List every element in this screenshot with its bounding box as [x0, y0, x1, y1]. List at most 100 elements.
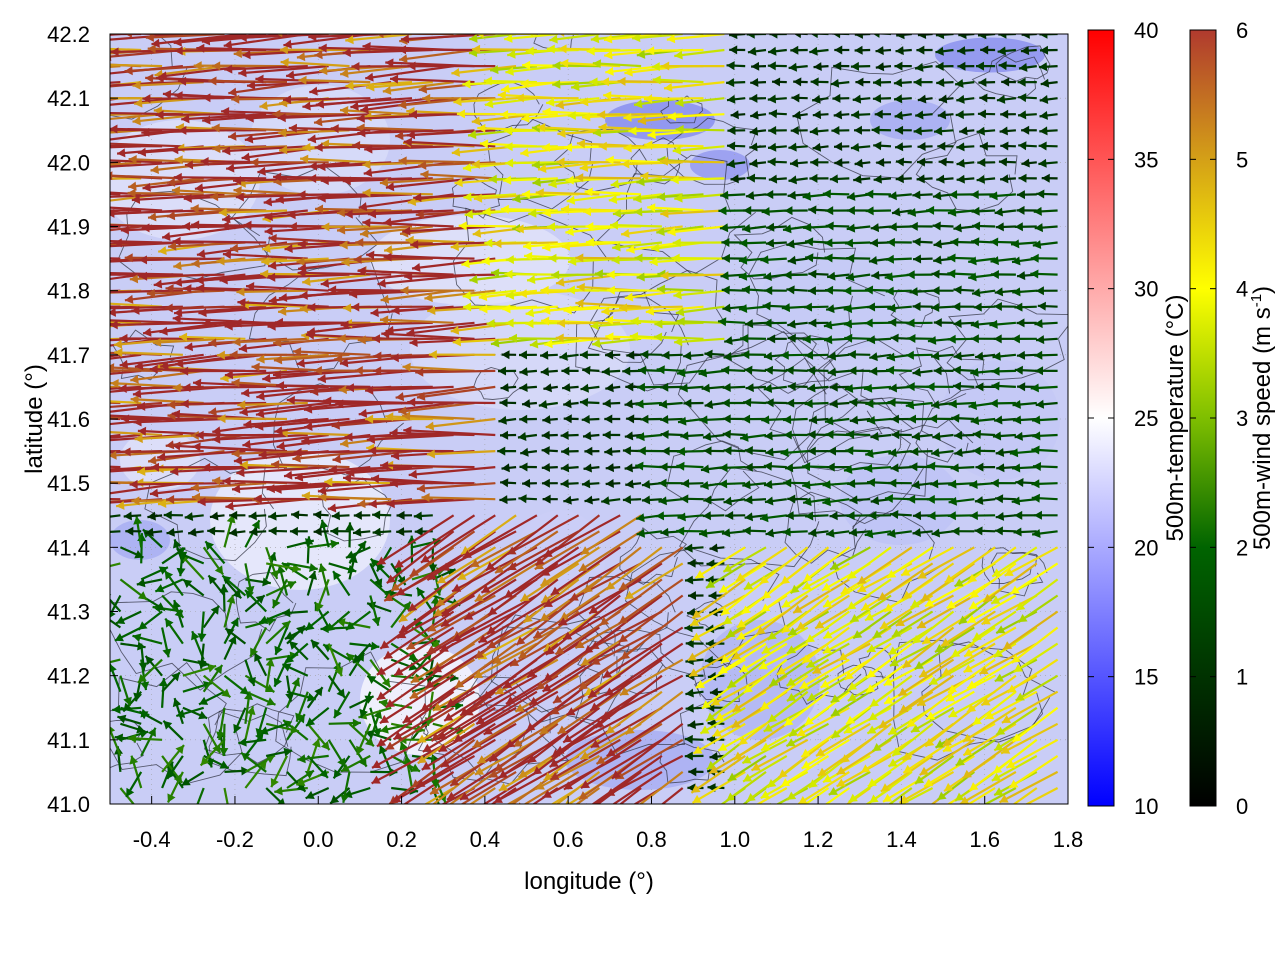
wind-vector-head: [950, 237, 959, 247]
wind-vector-head: [92, 411, 100, 420]
wind-vector-head: [685, 688, 694, 698]
wind-vector-head: [97, 269, 105, 278]
wind-vector-head: [951, 413, 960, 423]
wind-vector-head: [689, 668, 699, 677]
wind-vector-head: [542, 208, 551, 218]
terrain-contour: [733, 216, 826, 280]
wind-vector-head: [373, 366, 382, 376]
wind-vector: [110, 63, 163, 68]
wind-vector-head: [191, 492, 201, 502]
wind-vector-head: [683, 398, 692, 408]
wind-vector-head: [721, 398, 730, 408]
wind-vector: [406, 321, 496, 335]
wind-vector: [537, 161, 600, 171]
wind-vector-head: [461, 259, 470, 269]
wind-vector: [409, 658, 476, 700]
wind-vector-head: [553, 694, 563, 703]
x-tick-label: 0.6: [553, 827, 584, 852]
wind-vector-head: [706, 807, 715, 815]
wind-vector-head: [902, 659, 912, 669]
wind-vector-head: [451, 68, 460, 77]
wind-vector-head: [981, 697, 991, 706]
wind-vector-head: [196, 283, 205, 293]
wind-vector-head: [656, 284, 666, 294]
wind-vector-head: [548, 253, 557, 263]
wind-vector-head: [802, 191, 812, 201]
wind-vector-head: [563, 734, 573, 743]
wind-vector-head: [680, 431, 689, 441]
wind-vector-head: [786, 645, 797, 654]
wind-vector-head: [513, 738, 523, 747]
wind-vector-head: [787, 791, 797, 800]
wind-vector: [128, 177, 204, 189]
wind-vector-head: [937, 110, 947, 120]
wind-vector: [440, 530, 517, 572]
wind-vector: [436, 546, 496, 585]
wind-vector-head: [812, 94, 821, 104]
wind-vector-head: [34, 130, 42, 139]
wind-vector-head: [787, 382, 796, 392]
wind-vector-head: [435, 820, 444, 828]
wind-vector-head: [1012, 287, 1021, 297]
wind-vector: [928, 658, 975, 686]
wind-vector: [267, 273, 350, 279]
wind-vector: [110, 319, 183, 324]
wind-vector-head: [522, 478, 531, 488]
wind-vector-head: [1035, 286, 1044, 296]
wind-vector-head: [921, 593, 931, 602]
wind-vector-head: [278, 306, 287, 316]
wind-vector-head: [854, 45, 863, 55]
wind-vector-head: [970, 190, 979, 200]
wind-vector-head: [436, 806, 444, 815]
wind-vector-head: [889, 658, 900, 667]
wind-vector-head: [945, 693, 956, 702]
wind-vector: [403, 770, 455, 804]
wind-vector-head: [241, 388, 250, 398]
wind-vector-head: [673, 290, 682, 300]
y-tick-label: 41.2: [47, 664, 90, 689]
wind-vector-head: [786, 285, 795, 295]
wind-vector-head: [339, 240, 348, 250]
wind-vector-head: [970, 319, 980, 329]
wind-vector-head: [65, 59, 73, 68]
wind-vector-head: [976, 126, 985, 136]
wind-vector-head: [491, 268, 500, 278]
wind-vector-head: [145, 73, 154, 83]
wind-vector-head: [878, 719, 889, 729]
wind-vector-head: [846, 206, 855, 216]
wind-vector-head: [956, 174, 965, 184]
wind-vector-head: [222, 146, 231, 156]
wind-vector-head: [110, 520, 111, 522]
wind-vector-head: [251, 520, 260, 530]
wind-vector-head: [912, 367, 921, 377]
wind-vector-head: [124, 294, 134, 304]
wind-vector: [458, 224, 517, 228]
wind-vector: [962, 722, 1017, 757]
wind-vector-head: [389, 428, 398, 438]
wind-vector: [471, 48, 537, 52]
wind-vector-head: [212, 61, 221, 71]
wind-vector-head: [1035, 366, 1044, 376]
wind-vector: [562, 690, 642, 744]
wind-vector: [237, 401, 308, 407]
wind-vector-head: [743, 773, 753, 782]
wind-vector-head: [836, 766, 846, 775]
wind-vector-head: [398, 613, 409, 622]
wind-vector-head: [563, 399, 572, 409]
wind-vector-head: [1011, 463, 1021, 473]
wind-vector-head: [520, 79, 529, 89]
wind-vector-head: [136, 578, 146, 588]
wind-vector: [654, 321, 704, 326]
wind-vector-head: [268, 526, 277, 536]
wind-vector-head: [847, 601, 857, 610]
wind-vector-head: [541, 478, 550, 488]
x-tick-label: 1.8: [1053, 827, 1084, 852]
wind-vector-head: [408, 602, 418, 612]
wind-vector-head: [352, 140, 361, 150]
wind-vector-head: [528, 34, 534, 37]
wind-vector-head: [314, 687, 323, 697]
wind-vector-head: [958, 34, 967, 40]
wind-vector: [484, 97, 538, 106]
wind-vector-head: [327, 503, 337, 513]
wind-vector-head: [376, 691, 387, 700]
